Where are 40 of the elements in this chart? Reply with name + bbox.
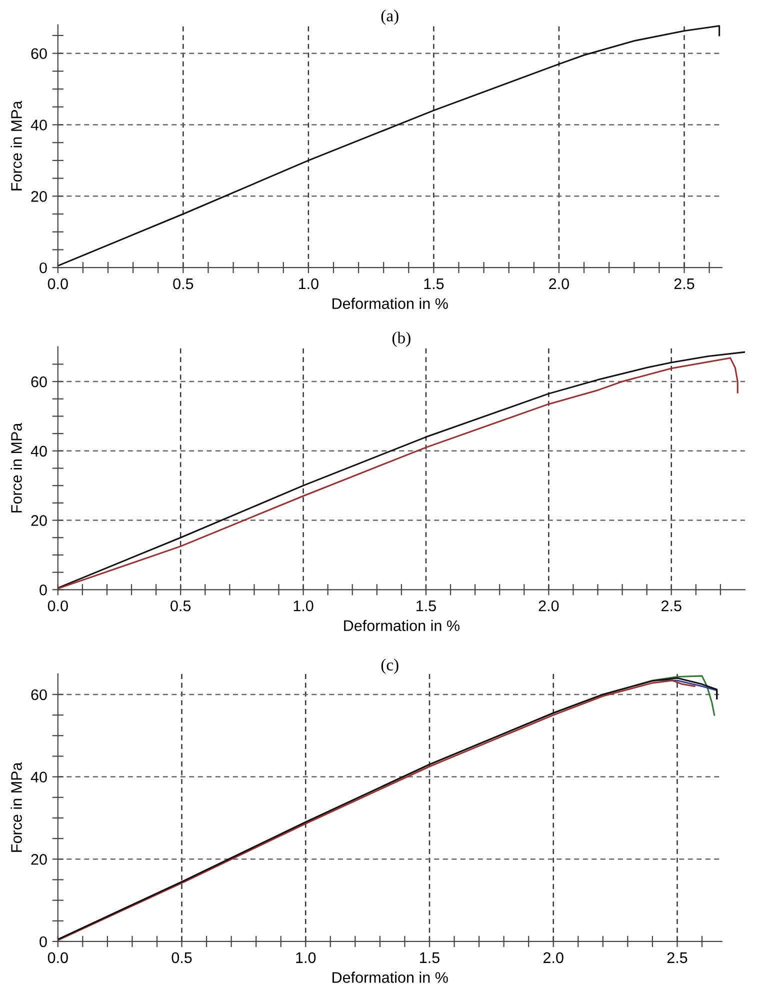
y-tick-label: 40 <box>30 120 47 130</box>
x-axis-title: Deformation in % <box>332 972 448 983</box>
x-tick-label: 1.5 <box>424 278 444 290</box>
x-tick-label: 2.5 <box>662 600 682 612</box>
y-tick-label: 60 <box>31 689 47 700</box>
y-tick-label: 0 <box>40 584 47 596</box>
y-tick-label: 0 <box>40 262 47 274</box>
x-tick-label: 0.5 <box>173 278 194 290</box>
y-axis-title: Force in MPa <box>10 422 22 512</box>
chart-title: (c) <box>381 658 398 674</box>
y-axis-title: Force in MPa <box>10 762 22 852</box>
x-tick-label: 0.5 <box>170 600 191 612</box>
x-tick-label: 2.5 <box>667 952 688 964</box>
line-series <box>58 25 720 267</box>
x-tick-label: 1.0 <box>298 278 318 290</box>
y-tick-label: 20 <box>31 515 47 526</box>
x-tick-label: 1.5 <box>420 952 440 964</box>
x-tick-label: 0.0 <box>48 952 68 964</box>
x-axis-title: Deformation in % <box>344 620 460 632</box>
x-axis-title: Deformation in % <box>332 298 448 310</box>
y-axis-title: Force in MPa <box>10 100 22 190</box>
x-tick-label: 2.0 <box>544 952 564 964</box>
x-tick-label: 0.0 <box>48 600 68 612</box>
y-tick-label: 40 <box>30 446 47 457</box>
y-tick-label: 20 <box>31 854 47 865</box>
x-tick-label: 2.0 <box>538 600 559 612</box>
x-tick-label: 1.0 <box>296 952 316 964</box>
y-tick-label: 0 <box>40 936 47 948</box>
x-tick-label: 0.5 <box>172 952 192 964</box>
y-tick-label: 60 <box>31 376 47 388</box>
y-tick-label: 40 <box>30 772 47 782</box>
x-tick-label: 1.0 <box>294 600 314 612</box>
x-tick-label: 0.0 <box>48 278 68 290</box>
x-tick-label: 2.5 <box>674 278 694 290</box>
chart-title: (b) <box>392 332 410 347</box>
y-tick-label: 60 <box>31 48 47 60</box>
x-tick-label: 1.5 <box>416 600 436 612</box>
y-tick-label: 20 <box>31 191 47 202</box>
chart-title: (a) <box>381 10 398 25</box>
x-tick-label: 2.0 <box>549 278 569 290</box>
